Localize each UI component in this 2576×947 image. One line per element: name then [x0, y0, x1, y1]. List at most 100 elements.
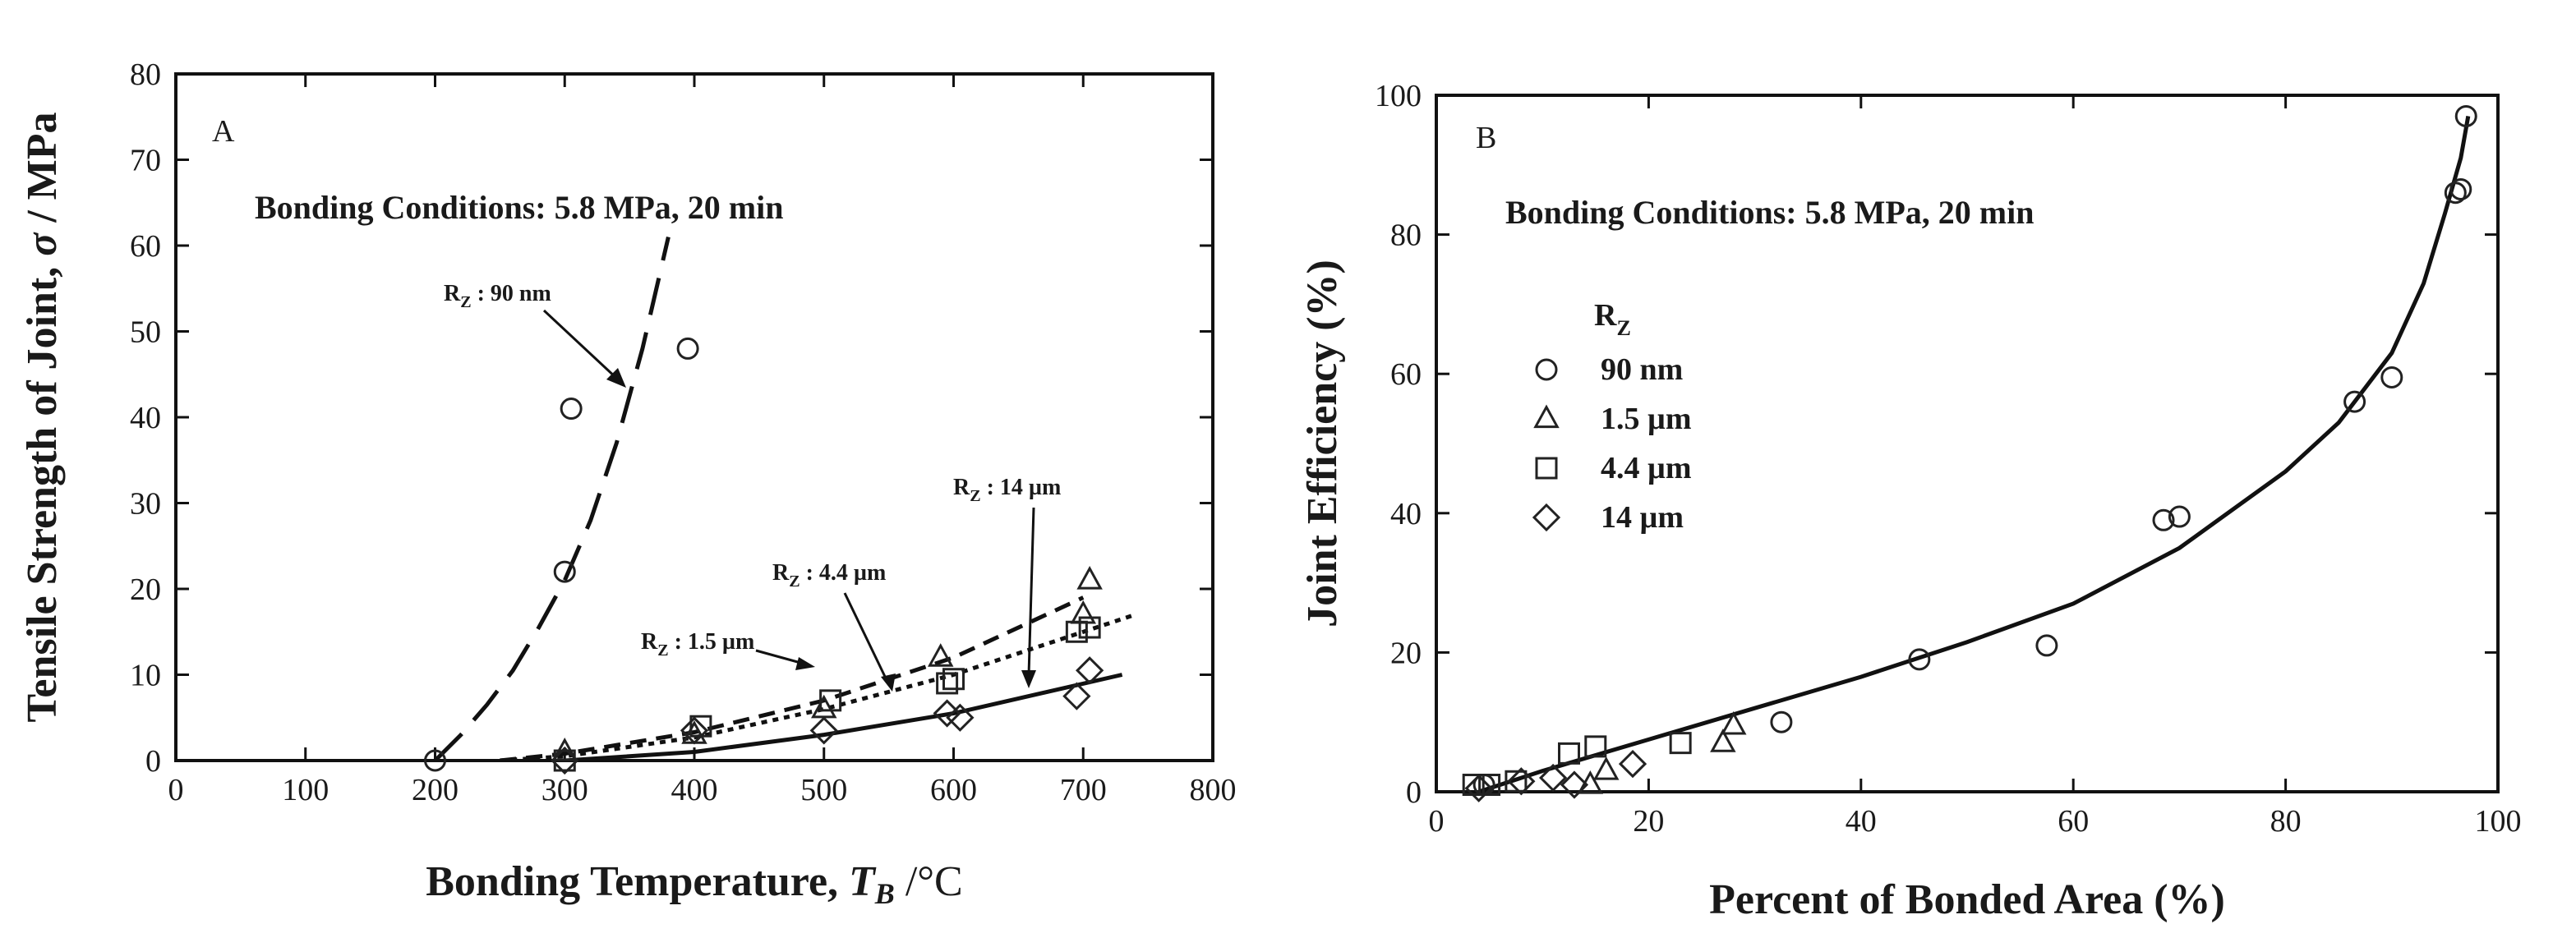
- plot-area-b: [1435, 94, 2500, 793]
- point-14-m-4: [1618, 749, 1647, 779]
- point-90-nm-5: [2168, 505, 2191, 528]
- point-1-5-m-3: [1721, 710, 1747, 735]
- point-90-nm-9: [2449, 177, 2472, 200]
- point-14-m-1: [680, 716, 709, 745]
- y-tick-label-40: 40: [1390, 497, 1422, 531]
- point-90-nm-7: [2380, 365, 2403, 388]
- legend-marker-4-4-m: [1535, 457, 1558, 480]
- point-90-nm-3: [676, 337, 699, 360]
- fit-line-overall: [1477, 115, 2471, 792]
- x-tick-label-100: 100: [2475, 804, 2522, 839]
- x-tick-label-0: 0: [168, 773, 184, 807]
- legend-marker-1-5-m: [1533, 404, 1560, 429]
- svg-text:RZ : 4.4 µm: RZ : 4.4 µm: [772, 560, 886, 591]
- panel-label-a: A: [212, 114, 235, 149]
- x-tick-label-600: 600: [930, 773, 977, 807]
- y-tick-labels-b: 0 20 40 60 80 100: [1375, 79, 1422, 810]
- point-1-5-m-4: [1070, 600, 1096, 624]
- legend-marker-90-nm: [1535, 358, 1558, 381]
- svg-text:RZ : 14 µm: RZ : 14 µm: [953, 475, 1061, 505]
- bonding-conditions-b: Bonding Conditions: 5.8 MPa, 20 min: [1505, 194, 2034, 231]
- legend-title: RZ: [1594, 298, 1631, 340]
- y-tick-label-70: 70: [130, 144, 161, 178]
- point-4-4-m-2: [819, 689, 842, 712]
- point-90-nm-10: [2454, 104, 2477, 127]
- y-tick-label-100: 100: [1375, 79, 1422, 113]
- point-90-nm-6: [2343, 390, 2366, 413]
- bonding-conditions-a: Bonding Conditions: 5.8 MPa, 20 min: [255, 189, 783, 226]
- legend-label-14-m: 14 µm: [1601, 500, 1684, 535]
- x-axis-title-b: Percent of Bonded Area (%): [1709, 876, 2225, 923]
- point-14-m-0: [551, 746, 579, 775]
- x-axis-title-a: Bonding Temperature, TB /°C: [426, 858, 963, 910]
- fit-line-14-m: [565, 673, 1123, 761]
- data-points-a: [424, 337, 1104, 775]
- point-90-nm-2: [1908, 648, 1931, 671]
- label-90nm: RZ : 90 nm: [444, 281, 626, 388]
- point-1-5-m-5: [1076, 566, 1103, 590]
- point-4-4-m-1: [1478, 774, 1501, 797]
- x-tick-label-700: 700: [1060, 773, 1107, 807]
- point-90-nm-8: [2444, 182, 2467, 205]
- chart-panel-b: 0 20 40 60 80 100 0 20 40 60 80 100 B Bonding Cond…: [1299, 79, 2522, 923]
- x-tick-label-500: 500: [800, 773, 847, 807]
- legend-b: RZ 90 nm 1.5 µm 4.4 µm 14 µm: [1532, 298, 1692, 535]
- y-tick-label-20: 20: [130, 572, 161, 607]
- point-4-4-m-0: [553, 749, 576, 772]
- y-tick-label-0: 0: [145, 744, 161, 779]
- label-4.4um: RZ : 4.4 µm: [772, 560, 896, 692]
- point-1-5-m-2: [1710, 729, 1736, 752]
- legend-label-1-5-m: 1.5 µm: [1601, 402, 1692, 436]
- y-axis-title-b: Joint Efficiency (%): [1299, 260, 1346, 628]
- point-1-5-m-1: [1592, 756, 1620, 780]
- point-90-nm-3: [2035, 634, 2058, 657]
- svg-text:RZ : 90 nm: RZ : 90 nm: [444, 281, 551, 311]
- point-14-m-5: [1062, 682, 1091, 710]
- point-90-nm-2: [560, 398, 583, 421]
- y-tick-label-80: 80: [1390, 218, 1422, 253]
- x-tick-label-0: 0: [1429, 804, 1445, 839]
- x-tick-label-60: 60: [2058, 804, 2089, 839]
- y-tick-label-40: 40: [130, 401, 161, 435]
- x-tick-label-40: 40: [1846, 804, 1877, 839]
- x-tick-labels-b: 0 20 40 60 80 100: [1429, 804, 2522, 839]
- plot-area-a: [174, 72, 1214, 762]
- point-4-4-m-4: [942, 668, 965, 691]
- chart-panel-a: 0 100 200 300 400 500 600 700 800 0 10 20 30 40 50 60 7…: [19, 57, 1237, 910]
- point-4-4-m-3: [1558, 742, 1580, 765]
- y-tick-label-30: 30: [130, 487, 161, 522]
- point-14-m-4: [946, 703, 975, 732]
- svg-text:RZ : 1.5 µm: RZ : 1.5 µm: [641, 629, 754, 660]
- x-tick-label-400: 400: [671, 773, 718, 807]
- point-90-nm-4: [2152, 508, 2175, 531]
- y-tick-label-10: 10: [130, 659, 161, 693]
- point-90-nm-1: [553, 560, 576, 583]
- point-14-m-1: [1507, 767, 1536, 796]
- fit-line-90-nm: [433, 237, 670, 761]
- point-4-4-m-5: [1669, 732, 1692, 755]
- point-4-4-m-3: [936, 672, 959, 695]
- point-14-m-2: [1538, 763, 1568, 793]
- fit-line-4-4-m: [500, 613, 1136, 761]
- point-14-m-2: [809, 716, 838, 745]
- point-4-4-m-4: [1584, 735, 1607, 758]
- point-14-m-3: [1560, 770, 1589, 799]
- point-90-nm-1: [1770, 710, 1793, 733]
- panel-label-b: B: [1476, 121, 1496, 155]
- point-1-5-m-3: [927, 643, 954, 667]
- x-tick-label-200: 200: [412, 773, 459, 807]
- point-4-4-m-6: [1078, 616, 1101, 639]
- x-tick-label-100: 100: [282, 773, 329, 807]
- y-tick-label-60: 60: [1390, 357, 1422, 392]
- fit-curve-b: [1477, 115, 2471, 792]
- y-tick-label-60: 60: [130, 229, 161, 264]
- tick-marks-b: [1435, 94, 2500, 793]
- legend-marker-14-m: [1532, 503, 1561, 532]
- y-tick-labels-a: 0 10 20 30 40 50 60 70 80: [130, 57, 161, 779]
- point-14-m-0: [1464, 774, 1493, 802]
- y-tick-label-50: 50: [130, 315, 161, 350]
- legend-label-4-4-m: 4.4 µm: [1601, 451, 1692, 485]
- point-90-nm-0: [424, 749, 446, 772]
- tick-marks-a: [174, 72, 1214, 762]
